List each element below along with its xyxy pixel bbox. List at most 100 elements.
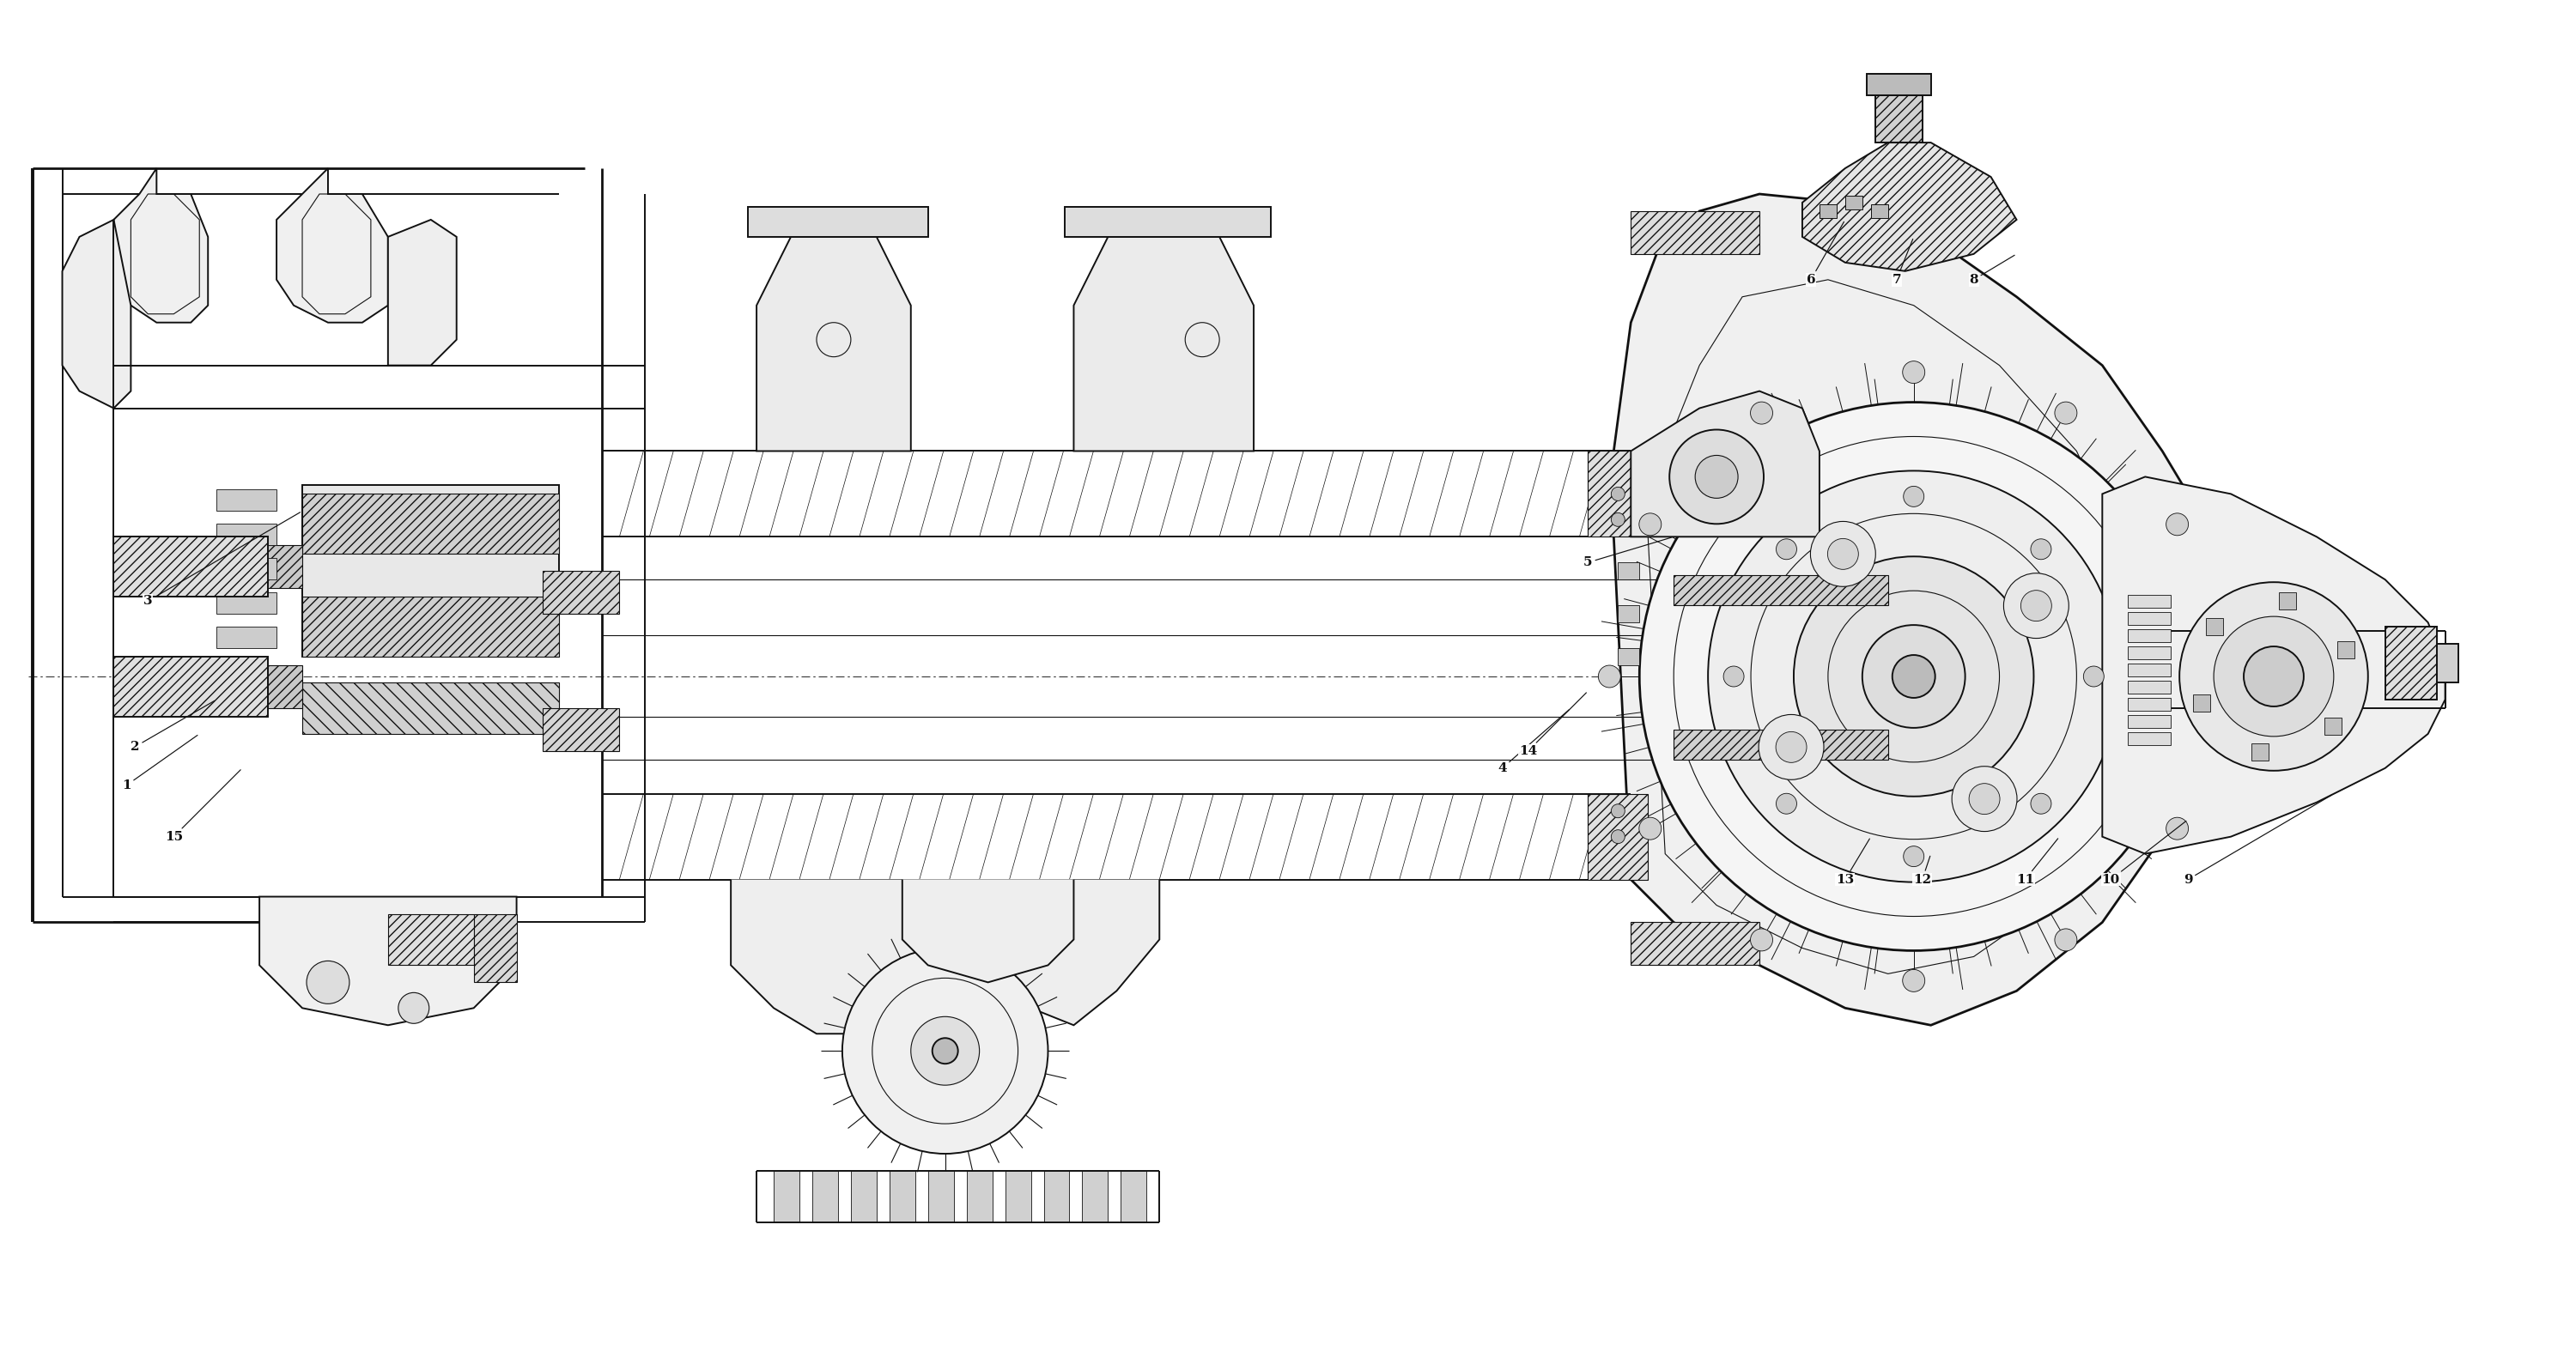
Bar — [1121, 1171, 1146, 1222]
Circle shape — [1610, 830, 1625, 844]
Polygon shape — [113, 168, 209, 323]
Circle shape — [2084, 667, 2105, 687]
Circle shape — [1777, 539, 1795, 560]
Circle shape — [2020, 591, 2050, 621]
Circle shape — [1610, 804, 1625, 818]
Bar — [1618, 562, 1638, 580]
Circle shape — [1695, 456, 1739, 498]
Bar — [1674, 730, 1888, 760]
Circle shape — [1597, 665, 1620, 688]
Circle shape — [2030, 794, 2050, 814]
Circle shape — [1638, 818, 1662, 840]
Text: 10: 10 — [2102, 821, 2187, 886]
Bar — [1082, 1171, 1108, 1222]
Bar — [1618, 606, 1638, 622]
Circle shape — [1610, 512, 1625, 526]
Bar — [389, 914, 474, 965]
Circle shape — [2213, 617, 2334, 737]
Polygon shape — [757, 237, 912, 452]
Bar — [301, 596, 559, 657]
Bar — [2437, 644, 2458, 683]
Text: 2: 2 — [131, 700, 214, 753]
Bar — [2128, 595, 2172, 608]
Bar — [301, 683, 559, 734]
Bar — [2324, 718, 2342, 734]
Circle shape — [1723, 667, 1744, 687]
Circle shape — [2056, 402, 2076, 425]
Bar — [113, 537, 268, 596]
Bar — [1587, 794, 1649, 880]
Text: 8: 8 — [1968, 256, 2014, 285]
Bar — [301, 493, 559, 554]
Circle shape — [1953, 767, 2017, 831]
Text: 7: 7 — [1891, 239, 1914, 285]
Polygon shape — [260, 896, 518, 1025]
Circle shape — [1904, 846, 1924, 867]
Bar — [1587, 452, 1649, 537]
Polygon shape — [1803, 142, 2017, 272]
Bar — [773, 1171, 799, 1222]
Circle shape — [1904, 361, 1924, 384]
Bar — [2192, 694, 2210, 711]
Circle shape — [2030, 539, 2050, 560]
Circle shape — [912, 1017, 979, 1086]
Bar — [1674, 576, 1888, 606]
Circle shape — [399, 992, 430, 1023]
Bar — [889, 1171, 914, 1222]
Circle shape — [2166, 818, 2190, 840]
Bar — [966, 1171, 992, 1222]
Polygon shape — [276, 168, 389, 323]
Bar — [1844, 196, 1862, 210]
Circle shape — [842, 948, 1048, 1153]
Bar — [216, 592, 276, 614]
Text: 13: 13 — [1837, 838, 1870, 886]
Circle shape — [1893, 654, 1935, 698]
Circle shape — [1752, 929, 1772, 950]
Text: 5: 5 — [1584, 538, 1672, 568]
Bar — [2251, 744, 2269, 761]
Bar — [216, 525, 276, 545]
Bar — [544, 571, 618, 614]
Circle shape — [1669, 430, 1765, 525]
Polygon shape — [1613, 193, 2231, 1025]
Bar — [1064, 207, 1270, 237]
Bar — [2336, 641, 2354, 658]
Circle shape — [2004, 573, 2069, 638]
Bar — [1870, 204, 1888, 218]
Bar — [2128, 733, 2172, 745]
Bar — [1618, 648, 1638, 665]
Bar — [2128, 698, 2172, 711]
Bar — [2205, 618, 2223, 635]
Bar — [2128, 646, 2172, 660]
Bar — [2128, 680, 2172, 694]
Bar — [1819, 204, 1837, 218]
Text: 6: 6 — [1806, 222, 1844, 285]
Bar — [1875, 96, 1922, 142]
Circle shape — [1826, 538, 1857, 569]
Text: 3: 3 — [144, 512, 301, 607]
Text: 1: 1 — [121, 735, 198, 791]
Polygon shape — [62, 220, 131, 408]
Circle shape — [1610, 487, 1625, 500]
Bar — [811, 1171, 837, 1222]
Polygon shape — [732, 880, 1159, 1034]
Polygon shape — [902, 880, 1074, 983]
Bar — [850, 1171, 876, 1222]
Bar — [216, 627, 276, 648]
Circle shape — [307, 961, 350, 1003]
Text: 15: 15 — [165, 769, 240, 842]
Bar — [474, 914, 518, 983]
Bar — [1631, 922, 1759, 965]
Circle shape — [1638, 403, 2187, 950]
Polygon shape — [1074, 237, 1255, 452]
Text: 4: 4 — [1497, 710, 1569, 775]
Text: 11: 11 — [2017, 838, 2058, 886]
Bar — [2128, 715, 2172, 727]
Circle shape — [1904, 487, 1924, 507]
Circle shape — [1708, 470, 2120, 882]
Circle shape — [933, 1038, 958, 1064]
Bar — [2128, 629, 2172, 642]
Circle shape — [1793, 557, 2032, 796]
Circle shape — [1775, 731, 1806, 763]
Bar — [260, 665, 301, 708]
